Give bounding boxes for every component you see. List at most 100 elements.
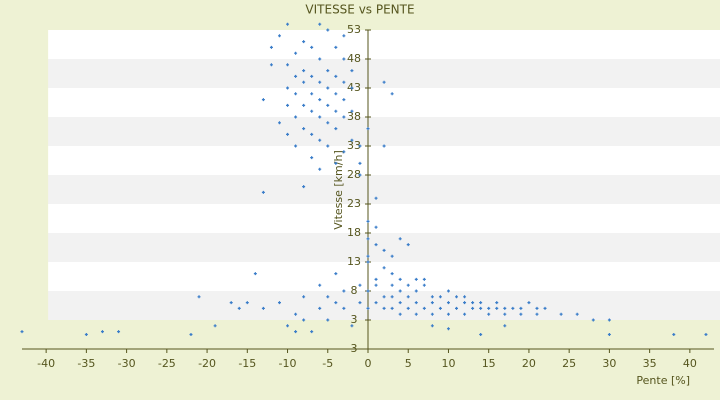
point — [414, 289, 418, 293]
point — [342, 306, 346, 310]
point — [342, 289, 346, 293]
grid-band — [48, 88, 720, 117]
point — [398, 312, 402, 316]
point — [350, 109, 354, 113]
y-tick-label: 23 — [347, 197, 361, 210]
point — [245, 301, 249, 305]
point — [326, 69, 330, 73]
point — [277, 34, 281, 38]
point — [398, 277, 402, 281]
point — [358, 161, 362, 165]
point — [334, 301, 338, 305]
point — [406, 306, 410, 310]
x-tick-label: -30 — [118, 357, 136, 370]
grid-band — [48, 204, 720, 233]
point — [302, 295, 306, 299]
point — [318, 22, 322, 26]
point — [390, 272, 394, 276]
point — [519, 306, 523, 310]
point — [342, 115, 346, 119]
point — [326, 318, 330, 322]
point — [318, 167, 322, 171]
point — [350, 69, 354, 73]
point — [358, 173, 362, 177]
point — [366, 254, 370, 258]
point — [382, 266, 386, 270]
y-tick-label: 48 — [347, 52, 361, 65]
y-tick-label: 3 — [351, 342, 358, 355]
point — [310, 74, 314, 78]
point — [318, 306, 322, 310]
point — [326, 121, 330, 125]
point — [310, 92, 314, 96]
point — [286, 22, 290, 26]
point — [261, 190, 265, 194]
point — [294, 92, 298, 96]
point — [575, 312, 579, 316]
point — [479, 301, 483, 305]
point — [414, 312, 418, 316]
point — [704, 333, 708, 336]
point — [269, 63, 273, 67]
point — [310, 109, 314, 113]
x-tick-label: -5 — [322, 357, 333, 370]
point — [430, 324, 434, 328]
point — [406, 283, 410, 287]
point — [310, 45, 314, 49]
point — [318, 98, 322, 102]
point — [342, 34, 346, 38]
x-tick-label: 0 — [365, 357, 372, 370]
point — [350, 86, 354, 90]
x-tick-label: -10 — [279, 357, 297, 370]
point — [286, 63, 290, 67]
point — [350, 138, 354, 142]
point — [237, 306, 241, 310]
point — [511, 306, 515, 310]
point — [302, 69, 306, 73]
point — [310, 330, 314, 334]
point — [398, 301, 402, 305]
point — [253, 272, 257, 276]
point — [326, 28, 330, 32]
point — [446, 289, 450, 293]
point — [519, 312, 523, 316]
x-tick-label: -40 — [37, 357, 55, 370]
point — [495, 301, 499, 305]
point — [318, 283, 322, 287]
point — [422, 277, 426, 281]
y-tick-label: 18 — [347, 226, 361, 239]
point — [334, 92, 338, 96]
chart-title: VITESSE vs PENTE — [305, 3, 414, 17]
y-tick-label: 3 — [351, 313, 358, 326]
point — [334, 74, 338, 78]
point — [326, 144, 330, 148]
point — [334, 127, 338, 131]
point — [84, 333, 88, 336]
point — [438, 295, 442, 299]
x-tick-label: -25 — [158, 357, 176, 370]
point — [366, 289, 370, 293]
point — [374, 301, 378, 305]
point — [294, 51, 298, 55]
point — [479, 333, 483, 336]
point — [100, 330, 104, 334]
point — [471, 301, 475, 305]
point — [438, 306, 442, 310]
point — [366, 219, 370, 223]
point — [366, 306, 370, 310]
point — [318, 115, 322, 119]
point — [302, 40, 306, 44]
point — [430, 295, 434, 299]
point — [286, 324, 290, 328]
point — [382, 306, 386, 310]
point — [455, 306, 459, 310]
point — [414, 277, 418, 281]
point — [334, 109, 338, 113]
point — [672, 333, 676, 336]
point — [374, 243, 378, 247]
x-tick-label: -20 — [198, 357, 216, 370]
grid-band — [48, 175, 720, 204]
point — [302, 80, 306, 84]
point — [487, 312, 491, 316]
